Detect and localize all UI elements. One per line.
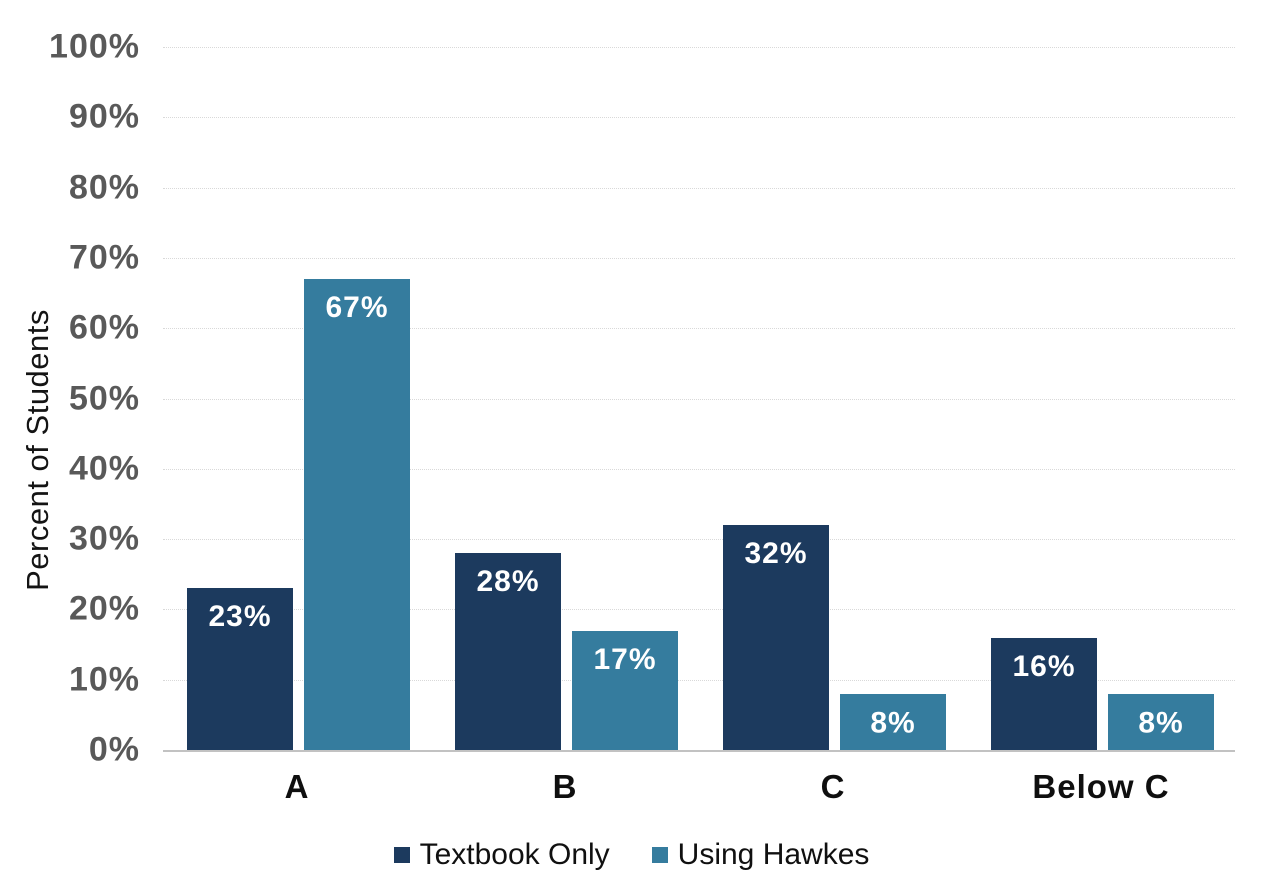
bar-value-label: 8%	[870, 706, 916, 740]
legend-item-textbook-only: Textbook Only	[393, 838, 610, 872]
y-tick-label: 90%	[68, 97, 140, 136]
bar-using-hawkes-a: 67%	[304, 279, 410, 750]
bar-using-hawkes-below-c: 8%	[1108, 693, 1214, 750]
gridline	[163, 609, 1235, 611]
bar-value-label: 16%	[1012, 649, 1076, 683]
bar-group-a: 23% 67%	[163, 47, 431, 750]
y-tick-label: 40%	[68, 449, 140, 488]
gridline	[163, 328, 1235, 330]
x-tick-label-b: B	[552, 768, 578, 805]
legend: Textbook Only Using Hawkes	[0, 838, 1263, 872]
y-tick-label: 0%	[88, 730, 140, 769]
legend-swatch	[393, 847, 410, 863]
gridline	[163, 257, 1235, 259]
bar-textbook-only-b: 28%	[455, 553, 561, 750]
y-tick-label: 10%	[68, 660, 140, 699]
bar-value-label: 23%	[208, 600, 272, 634]
bar-textbook-only-a: 23%	[187, 588, 293, 750]
gridline	[163, 468, 1235, 470]
gridline	[163, 398, 1235, 400]
y-tick-label: 100%	[49, 27, 140, 66]
bar-using-hawkes-b: 17%	[572, 630, 678, 750]
gridline	[163, 47, 1235, 48]
y-tick-label: 20%	[68, 589, 140, 628]
x-tick-label-c: C	[820, 768, 846, 805]
bar-textbook-only-c: 32%	[723, 525, 829, 750]
x-axis-baseline	[163, 750, 1235, 752]
y-tick-label: 70%	[68, 238, 140, 277]
x-tick-label-a: A	[284, 768, 310, 805]
bar-value-label: 8%	[1138, 706, 1184, 740]
bar-value-label: 32%	[744, 537, 808, 571]
y-tick-label: 30%	[68, 519, 140, 558]
y-axis-title: Percent of Students	[20, 309, 55, 591]
x-tick-label-below-c: Below C	[1032, 768, 1170, 805]
bar-value-label: 28%	[476, 565, 540, 599]
bar-value-label: 67%	[325, 291, 389, 324]
bar-groups: 23% 67% 28% 17% 32% 8% 16% 8%	[163, 47, 1235, 750]
x-axis-labels: A B C Below C	[163, 768, 1235, 806]
gridline	[163, 117, 1235, 119]
bar-value-label: 17%	[593, 642, 657, 676]
bar-textbook-only-below-c: 16%	[991, 637, 1097, 750]
legend-label: Textbook Only	[419, 838, 610, 871]
gridline	[163, 679, 1235, 681]
gridline	[163, 187, 1235, 189]
bar-group-below-c: 16% 8%	[967, 47, 1235, 750]
bar-group-c: 32% 8%	[699, 47, 967, 750]
y-tick-label: 50%	[68, 379, 140, 417]
y-tick-label: 60%	[68, 308, 140, 347]
gridline	[163, 539, 1235, 541]
y-tick-label: 80%	[68, 168, 140, 207]
bar-using-hawkes-c: 8%	[840, 693, 946, 750]
legend-swatch	[651, 847, 668, 863]
legend-label: Using Hawkes	[677, 838, 870, 871]
plot-area: A B C Below C 0% 10% 20% 30% 40% 50% 60% 70% 80% 90%…	[49, 28, 1235, 805]
legend-item-using-hawkes: Using Hawkes	[651, 838, 870, 872]
bar-group-b: 28% 17%	[431, 47, 699, 750]
